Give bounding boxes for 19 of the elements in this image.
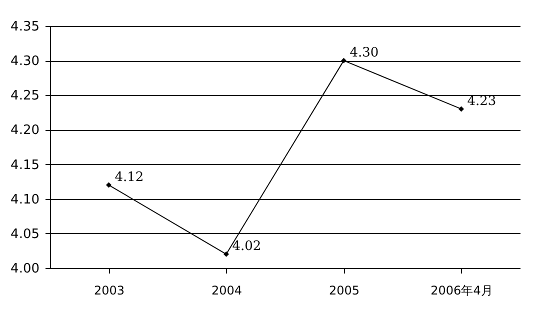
y-tick-label: 4.25 bbox=[10, 88, 40, 104]
y-tick-label: 4.30 bbox=[10, 54, 40, 70]
y-tick-label: 4.20 bbox=[10, 123, 40, 138]
y-tick-label: 4.05 bbox=[10, 226, 40, 242]
data-label: 4.12 bbox=[114, 170, 144, 186]
data-label: 4.30 bbox=[350, 46, 379, 61]
y-tick-label: 4.10 bbox=[10, 192, 40, 208]
point bbox=[106, 182, 112, 188]
point bbox=[458, 106, 464, 112]
data-label: 4.02 bbox=[232, 239, 262, 254]
y-tick-label: 4.35 bbox=[10, 20, 40, 34]
point bbox=[224, 251, 229, 257]
x-tick-label: 2006年4月 bbox=[430, 284, 493, 298]
x-tick-label: 2003 bbox=[94, 284, 125, 298]
x-tick-label: 2005 bbox=[328, 284, 360, 298]
y-tick-label: 4.00 bbox=[10, 262, 40, 276]
point bbox=[341, 58, 346, 64]
x-tick-label: 2004 bbox=[211, 284, 242, 298]
y-tick-label: 4.15 bbox=[10, 158, 40, 173]
